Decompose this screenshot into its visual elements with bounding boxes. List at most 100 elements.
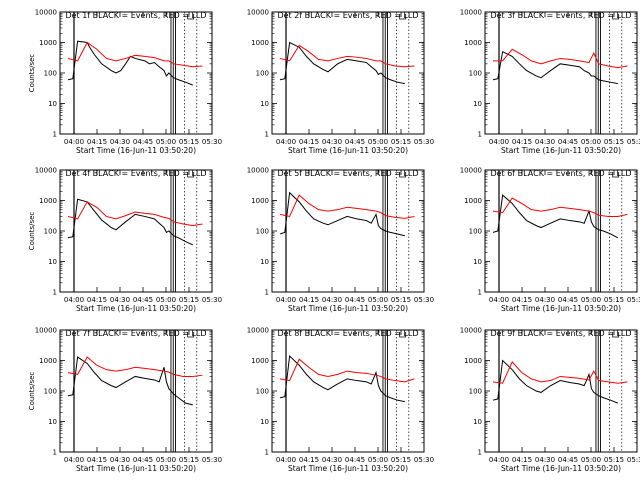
plot-title: Det 4f BLACK = Events, RED = LLD [65,169,206,178]
x-tick-label: 04:00 [64,456,84,464]
y-tick-label: 1000 [464,197,482,205]
series-events [279,41,405,85]
y-tick-label: 10000 [35,167,57,175]
x-tick-label: 04:00 [489,296,509,304]
y-tick-label: 10000 [460,327,482,335]
plot-frame [271,329,425,453]
plot-title: Det 7f BLACK = Events, RED = LLD [65,329,206,338]
series-lld [67,201,203,227]
x-tick-label: 04:45 [133,138,153,146]
y-tick-label: 1 [265,449,269,457]
x-tick-label: 05:00 [156,456,176,464]
y-tick-label: 10 [260,418,269,426]
y-tick-label: 10000 [247,9,269,17]
series-events [279,191,405,237]
x-tick-label: 04:15 [512,456,532,464]
x-axis-label: Start Time (16-Jun-11 03:50:20) [288,146,408,155]
x-tick-label: 05:00 [581,138,601,146]
x-tick-label: 05:00 [368,296,388,304]
x-tick-label: 04:00 [276,296,296,304]
x-tick-label: 04:45 [133,456,153,464]
y-tick-label: 1 [478,449,482,457]
series-lld [492,197,628,217]
y-tick-label: 10 [473,258,482,266]
y-tick-label: 10 [260,100,269,108]
y-axis-label: Counts/sec [28,54,36,93]
panel-4: 1 10 100 1000 10000 04:00 04:15 04:30 04:45 05:00… [28,167,222,314]
plot-frame [59,11,213,135]
x-tick-label: 04:30 [322,296,342,304]
x-tick-label: 04:45 [133,296,153,304]
x-tick-label: 04:30 [322,456,342,464]
y-tick-label: 1000 [251,39,269,47]
x-tick-label: 04:00 [276,138,296,146]
series-lld [67,356,203,377]
plot-frame [271,11,425,135]
x-tick-label: 04:30 [110,138,130,146]
attenuator-glyph [187,172,195,178]
y-tick-label: 10000 [460,167,482,175]
x-tick-label: 04:45 [345,296,365,304]
attenuator-glyph [612,14,620,20]
y-tick-label: 100 [469,228,482,236]
y-tick-label: 1000 [464,39,482,47]
y-tick-label: 1000 [39,197,57,205]
plot-frame [484,329,638,453]
x-tick-label: 05:15 [179,456,199,464]
x-tick-label: 05:30 [627,138,640,146]
plot-title: Det 6f BLACK = Events, RED = LLD [490,169,631,178]
x-axis-label: Start Time (16-Jun-11 03:50:20) [288,304,408,313]
x-tick-label: 05:15 [391,456,411,464]
plot-title: Det 8f BLACK = Events, RED = LLD [277,329,418,338]
panel-3: 1 10 100 1000 10000 04:00 04:15 04:30 04:45 05:00… [460,9,640,156]
y-tick-label: 10000 [35,327,57,335]
panel-1: 1 10 100 1000 10000 04:00 04:15 04:30 04:45 05:00… [28,9,222,156]
y-tick-label: 10 [473,418,482,426]
y-tick-label: 1000 [39,357,57,365]
x-tick-label: 04:15 [87,296,107,304]
x-tick-label: 04:15 [299,138,319,146]
series-lld [67,41,203,68]
series-lld [492,360,628,384]
y-tick-label: 1 [53,289,57,297]
x-tick-label: 05:30 [202,296,222,304]
y-tick-label: 1 [478,289,482,297]
y-tick-label: 100 [44,228,57,236]
plot-title: Det 3f BLACK = Events, RED = LLD [490,11,631,20]
panel-9: 1 10 100 1000 10000 04:00 04:15 04:30 04:45 05:00… [460,327,640,474]
y-tick-label: 1000 [251,357,269,365]
x-tick-label: 05:15 [604,138,624,146]
x-tick-label: 04:15 [512,296,532,304]
x-tick-label: 04:30 [322,138,342,146]
y-tick-label: 1 [53,449,57,457]
y-tick-label: 100 [44,388,57,396]
x-tick-label: 04:45 [345,138,365,146]
y-tick-label: 100 [256,388,269,396]
y-tick-label: 10 [260,258,269,266]
x-axis-label: Start Time (16-Jun-11 03:50:20) [76,304,196,313]
series-events [67,40,193,86]
plot-frame [484,169,638,293]
plot-title: Det 2f BLACK = Events, RED = LLD [277,11,418,20]
x-tick-label: 05:00 [156,296,176,304]
x-axis-label: Start Time (16-Jun-11 03:50:20) [501,464,621,473]
y-tick-label: 1000 [39,39,57,47]
y-tick-label: 10000 [247,167,269,175]
attenuator-glyph [187,332,195,338]
x-tick-label: 04:00 [64,138,84,146]
x-tick-label: 04:15 [87,138,107,146]
attenuator-glyph [399,172,407,178]
y-tick-label: 10000 [247,327,269,335]
plot-title: Det 1f BLACK = Events, RED = LLD [65,11,206,20]
plot-frame [59,329,213,453]
x-tick-label: 05:00 [368,138,388,146]
series-lld [493,48,628,69]
x-tick-label: 05:30 [414,296,434,304]
panel-2: 1 10 100 1000 10000 04:00 04:15 04:30 04:45 05:00… [247,9,434,156]
y-tick-label: 10 [48,100,57,108]
x-tick-label: 04:45 [558,138,578,146]
y-tick-label: 100 [256,70,269,78]
y-tick-label: 10 [48,258,57,266]
x-tick-label: 04:45 [345,456,365,464]
x-tick-label: 05:15 [179,296,199,304]
